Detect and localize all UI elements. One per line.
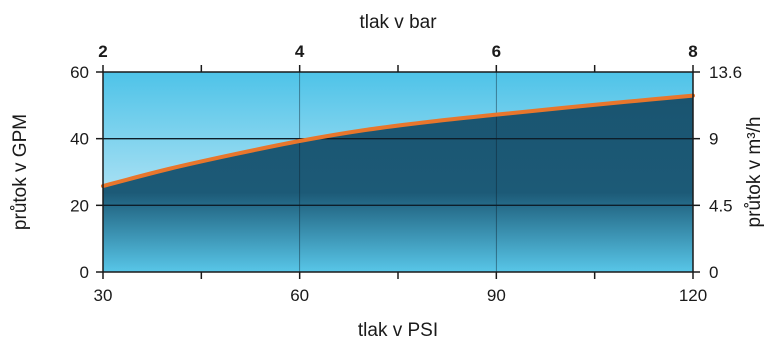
bottom-tick-label: 90: [487, 286, 506, 305]
top-axis-title: tlak v bar: [359, 12, 437, 33]
right-tick-label: 0: [709, 263, 718, 282]
right-tick-label: 13.6: [709, 63, 742, 82]
tick-marks: [96, 65, 700, 279]
top-tick-label: 8: [688, 42, 697, 61]
left-tick-label: 0: [80, 263, 89, 282]
right-axis-title: průtok v m³/h: [744, 117, 765, 228]
bottom-axis-title: tlak v PSI: [358, 320, 438, 341]
right-tick-label: 9: [709, 130, 718, 149]
left-tick-label: 60: [70, 63, 89, 82]
left-tick-label: 20: [70, 196, 89, 215]
flow-area: [103, 95, 693, 273]
left-tick-label: 40: [70, 130, 89, 149]
gridlines: [103, 72, 693, 272]
top-tick-label: 2: [98, 42, 107, 61]
top-tick-label: 6: [492, 42, 501, 61]
bottom-tick-label: 120: [679, 286, 707, 305]
top-tick-label: 4: [295, 42, 305, 61]
left-axis-title: průtok v GPM: [10, 114, 31, 230]
bottom-tick-label: 30: [94, 286, 113, 305]
bottom-tick-label: 60: [290, 286, 309, 305]
flow-curve-line: [101, 93, 695, 188]
right-tick-label: 4.5: [709, 196, 733, 215]
